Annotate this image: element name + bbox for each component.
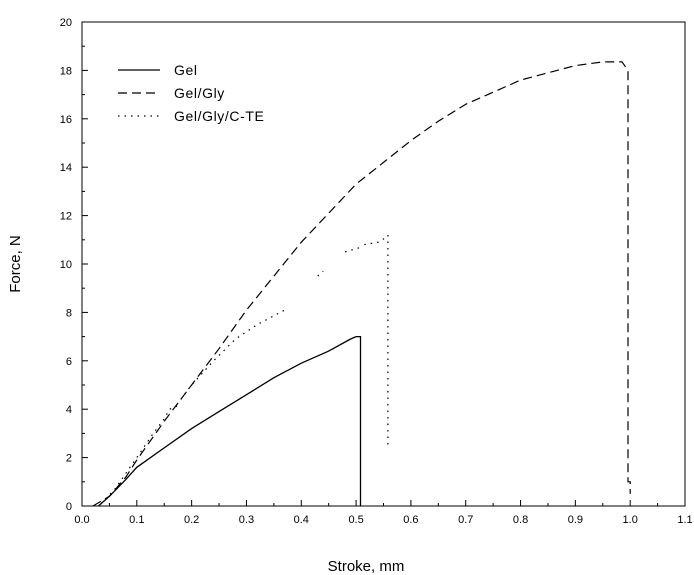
legend-label: Gel/Gly/C-TE bbox=[174, 108, 264, 124]
y-tick-label: 10 bbox=[60, 259, 72, 271]
series-line-3 bbox=[344, 246, 362, 253]
x-tick-label: 0.4 bbox=[294, 514, 309, 526]
axis-ticks: 0.0 0.1 0.2 0.3 0.4 0.5 0.6 0.7 0.8 0.9 1.0 1.1 0 2 4 6… bbox=[60, 17, 693, 526]
x-tick-label: 0.3 bbox=[239, 514, 254, 526]
y-axis-title: Force, N bbox=[7, 235, 24, 293]
series-line-1 bbox=[97, 335, 362, 507]
y-tick-label: 16 bbox=[60, 114, 72, 126]
y-tick-label: 6 bbox=[66, 356, 72, 368]
x-tick-label: 0.7 bbox=[458, 514, 473, 526]
series-line-3 bbox=[100, 403, 181, 505]
x-tick-label: 1.1 bbox=[677, 514, 692, 526]
plot-frame bbox=[81, 21, 686, 507]
x-tick-label: 0.6 bbox=[403, 514, 418, 526]
y-tick-label: 18 bbox=[60, 65, 72, 77]
y-tick-label: 4 bbox=[66, 404, 72, 416]
y-tick-label: 12 bbox=[60, 211, 72, 223]
series-line-3 bbox=[364, 236, 387, 246]
x-axis-title: Stroke, mm bbox=[328, 558, 405, 575]
legend-label: Gel bbox=[174, 62, 198, 78]
series-line-2 bbox=[92, 61, 631, 507]
x-tick-label: 0.2 bbox=[184, 514, 199, 526]
series-line-3 bbox=[180, 309, 286, 400]
x-tick-label: 0.8 bbox=[513, 514, 528, 526]
y-tick-label: 2 bbox=[66, 453, 72, 465]
y-tick-label: 8 bbox=[66, 307, 72, 319]
y-tick-label: 20 bbox=[60, 17, 72, 29]
series-lines bbox=[92, 61, 631, 507]
x-tick-label: 0.1 bbox=[129, 514, 144, 526]
legend-label: Gel/Gly bbox=[174, 85, 225, 101]
x-tick-label: 1.0 bbox=[623, 514, 638, 526]
legend: Gel Gel/Gly Gel/Gly/C-TE bbox=[118, 62, 264, 124]
x-tick-label: 0.9 bbox=[568, 514, 583, 526]
x-tick-label: 0.0 bbox=[74, 514, 89, 526]
y-tick-label: 0 bbox=[66, 501, 72, 513]
y-tick-label: 14 bbox=[60, 162, 72, 174]
x-tick-label: 0.5 bbox=[348, 514, 363, 526]
series-line-3 bbox=[317, 270, 324, 277]
